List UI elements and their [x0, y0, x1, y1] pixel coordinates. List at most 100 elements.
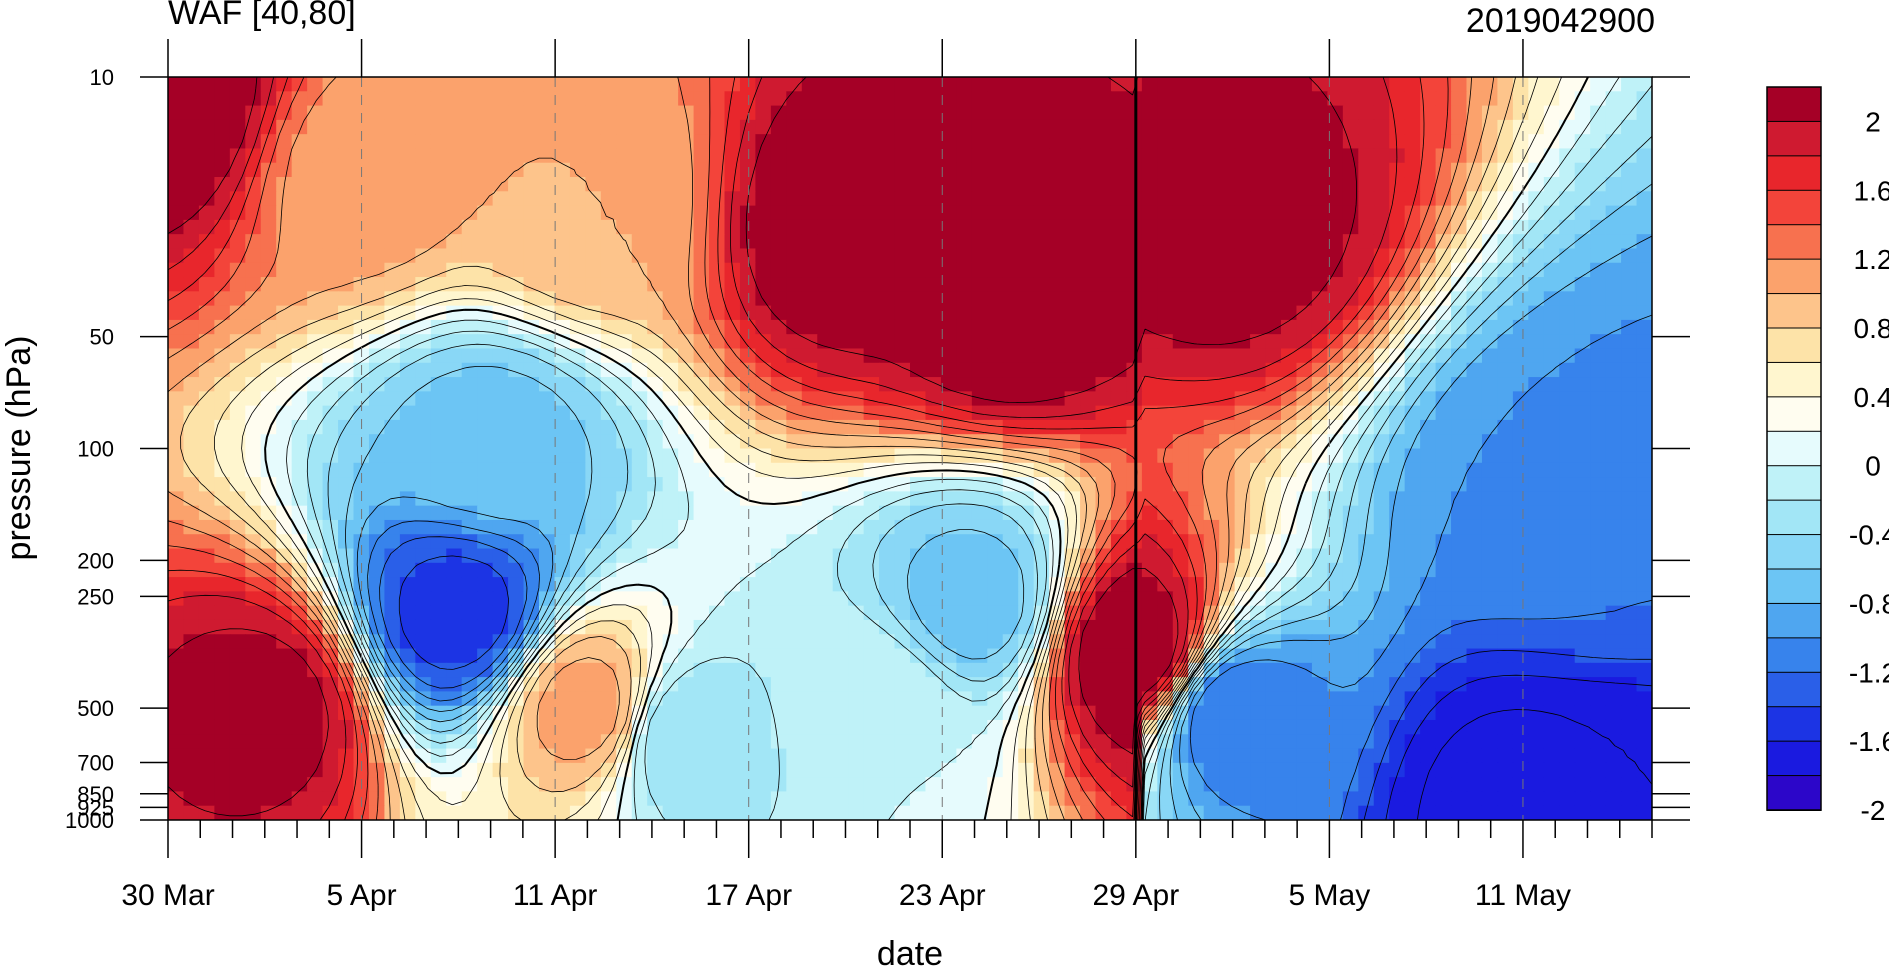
contour-cell: [647, 591, 664, 607]
contour-cell: [338, 548, 355, 564]
contour-cell: [1420, 505, 1437, 521]
contour-cell: [1528, 791, 1545, 807]
contour-cell: [198, 434, 215, 450]
contour-cell: [724, 562, 741, 578]
contour-cell: [1018, 119, 1035, 135]
contour-cell: [168, 662, 185, 678]
contour-cell: [724, 162, 741, 178]
contour-cell: [1141, 191, 1158, 207]
contour-cell: [1605, 648, 1622, 664]
contour-cell: [1234, 491, 1251, 507]
contour-cell: [1373, 577, 1390, 592]
contour-cell: [1466, 434, 1483, 450]
contour-cell: [971, 348, 988, 364]
contour-cell: [430, 448, 447, 464]
contour-cell: [1327, 634, 1344, 650]
contour-cell: [1497, 619, 1514, 635]
contour-cell: [492, 319, 509, 335]
contour-cell: [523, 434, 540, 450]
contour-cell: [1219, 191, 1236, 207]
contour-cell: [1543, 219, 1560, 235]
contour-cell: [1110, 177, 1128, 192]
contour-cell: [291, 405, 308, 421]
contour-cell: [910, 605, 927, 621]
contour-cell: [770, 91, 787, 107]
contour-cell: [430, 691, 447, 707]
contour-cell: [1157, 577, 1174, 592]
contour-cell: [801, 705, 818, 721]
contour-cell: [739, 777, 757, 793]
contour-cell: [770, 191, 787, 207]
contour-cell: [198, 248, 215, 264]
contour-cell: [539, 277, 556, 292]
contour-cell: [430, 148, 447, 164]
contour-cell: [1590, 619, 1607, 635]
contour-cell: [1435, 77, 1452, 92]
contour-cell: [848, 319, 865, 335]
contour-cell: [1265, 534, 1282, 550]
contour-cell: [1080, 219, 1097, 235]
contour-cell: [693, 348, 710, 364]
contour-cell: [910, 619, 927, 635]
contour-cell: [1327, 734, 1344, 750]
contour-cell: [368, 277, 386, 292]
contour-cell: [1327, 519, 1344, 535]
contour-cell: [894, 605, 911, 621]
contour-cell: [1002, 577, 1019, 592]
contour-cell: [322, 262, 339, 278]
contour-cell: [399, 248, 416, 264]
contour-cell: [600, 205, 617, 221]
contour-cell: [1590, 562, 1607, 578]
contour-cell: [770, 105, 787, 121]
contour-cell: [1141, 577, 1158, 592]
contour-cell: [801, 762, 818, 778]
contour-cell: [1543, 719, 1560, 735]
contour-cell: [461, 219, 478, 235]
contour-cell: [229, 262, 246, 278]
contour-cell: [229, 805, 246, 820]
contour-cell: [616, 677, 633, 693]
contour-cell: [910, 248, 927, 264]
contour-cell: [1203, 148, 1220, 164]
contour-cell: [1002, 605, 1019, 621]
contour-cell: [183, 477, 200, 492]
contour-cell: [1311, 162, 1328, 178]
contour-cell: [539, 391, 556, 407]
contour-cell: [1188, 77, 1205, 92]
contour-cell: [724, 177, 741, 192]
contour-cell: [1342, 705, 1359, 721]
contour-cell: [276, 377, 293, 392]
contour-cell: [1373, 477, 1390, 492]
contour-cell: [430, 191, 447, 207]
contour-cell: [368, 448, 386, 464]
contour-cell: [786, 391, 803, 407]
contour-cell: [368, 777, 386, 793]
contour-cell: [647, 177, 664, 192]
contour-cell: [647, 405, 664, 421]
contour-cell: [214, 491, 231, 507]
contour-cell: [817, 777, 834, 793]
contour-cell: [585, 77, 602, 92]
contour-cell: [693, 177, 710, 192]
contour-cell: [168, 162, 185, 178]
contour-cell: [446, 419, 463, 435]
contour-cell: [430, 377, 447, 392]
contour-cell: [1636, 291, 1652, 307]
contour-cell: [1605, 348, 1622, 364]
contour-cell: [1033, 134, 1050, 150]
contour-cell: [399, 448, 416, 464]
contour-cell: [1203, 548, 1220, 564]
contour-cell: [1404, 448, 1421, 464]
contour-cell: [338, 134, 355, 150]
contour-cell: [1080, 734, 1097, 750]
contour-cell: [1265, 519, 1282, 535]
contour-cell: [1451, 119, 1468, 135]
contour-cell: [1512, 805, 1529, 820]
contour-cell: [709, 262, 726, 278]
contour-cell: [1605, 334, 1622, 350]
contour-cell: [1373, 691, 1390, 707]
contour-cell: [910, 677, 927, 693]
contour-cell: [1342, 677, 1359, 693]
contour-cell: [616, 205, 633, 221]
contour-cell: [539, 462, 556, 478]
